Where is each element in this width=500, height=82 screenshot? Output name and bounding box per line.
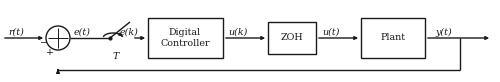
Text: u(k): u(k) <box>228 28 248 37</box>
Bar <box>361 18 425 58</box>
Text: e(k): e(k) <box>120 28 139 37</box>
Bar <box>148 18 223 58</box>
Bar <box>268 22 316 54</box>
Text: −: − <box>40 37 48 46</box>
Text: Plant: Plant <box>380 34 406 42</box>
Text: r(t): r(t) <box>8 28 24 37</box>
Text: +: + <box>46 48 54 57</box>
Text: ZOH: ZOH <box>280 34 303 42</box>
Text: T: T <box>113 52 119 61</box>
Text: e(t): e(t) <box>74 28 91 37</box>
Text: Digital
Controller: Digital Controller <box>160 28 210 48</box>
Text: u(t): u(t) <box>322 28 340 37</box>
Text: y(t): y(t) <box>435 28 452 37</box>
